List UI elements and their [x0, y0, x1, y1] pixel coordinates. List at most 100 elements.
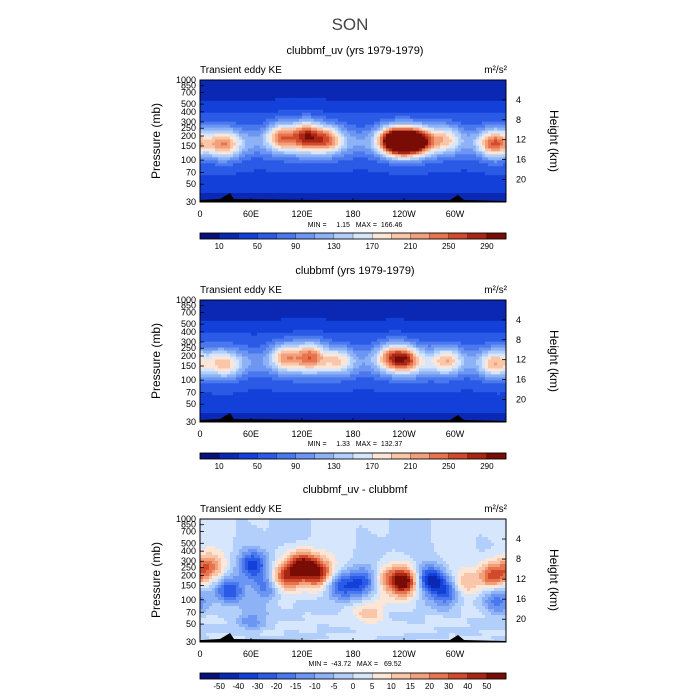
longitude-tick-label: 0 — [197, 209, 202, 219]
colorbar-label: 10 — [215, 242, 224, 251]
panel-1-colorbar: 10 50 90 130 170 210 250 290 — [199, 232, 507, 251]
longitude-tick-label: 60W — [446, 649, 465, 659]
longitude-tick-label: 120W — [392, 429, 416, 439]
colorbar-label: 10 — [387, 682, 396, 691]
colorbar-swatch — [429, 672, 450, 680]
colorbar-swatch — [391, 232, 411, 240]
height-tick-label: 8 — [516, 335, 521, 345]
longitude-tick-label: 120W — [392, 209, 416, 219]
height-tick-label: 16 — [516, 375, 526, 385]
colorbar-label: 40 — [463, 682, 472, 691]
height-tick-label: 20 — [516, 174, 526, 184]
colorbar-swatch — [467, 452, 488, 460]
colorbar-swatch — [295, 452, 316, 460]
longitude-tick-label: 0 — [197, 429, 202, 439]
colorbar-swatch — [314, 232, 335, 240]
colorbar-label: -5 — [330, 682, 338, 691]
panel-1-subtitle: Transient eddy KE — [200, 65, 282, 76]
colorbar-swatch — [238, 232, 258, 240]
panel-3-ylabel: Pressure (mb) — [149, 542, 163, 618]
contour-field — [200, 80, 507, 203]
colorbar-label: 90 — [291, 242, 300, 251]
colorbar-label: -15 — [290, 682, 302, 691]
panel-1-ylabel: Pressure (mb) — [149, 103, 163, 179]
pressure-tick-label: 850 — [181, 520, 196, 530]
colorbar-label: 170 — [365, 462, 379, 471]
colorbar-swatch — [448, 232, 469, 240]
panel-3-ylabel-right: Height (km) — [547, 549, 561, 611]
panel-3-stats: MIN = -43.72 MAX = 69.52 — [309, 661, 402, 668]
colorbar-swatch — [199, 452, 220, 460]
height-tick-label: 4 — [516, 95, 521, 105]
colorbar-swatch — [276, 452, 297, 460]
colorbar-swatch — [218, 672, 239, 680]
colorbar-swatch — [257, 232, 277, 240]
colorbar-label: 15 — [406, 682, 415, 691]
pressure-tick-label: 200 — [181, 570, 196, 580]
pressure-tick-label: 300 — [181, 117, 196, 127]
topography — [200, 633, 506, 642]
pressure-tick-label: 500 — [181, 99, 196, 109]
colorbar-label: 50 — [253, 242, 262, 251]
panel-3-colorbar: -50 -40 -30 -20 -15 -10 -5 0 5 10 15 20 30 40 50 — [199, 672, 507, 691]
pressure-tick-label: 250 — [181, 563, 196, 573]
colorbar-swatch — [257, 672, 277, 680]
longitude-tick-label: 60E — [243, 649, 259, 659]
pressure-tick-label: 1000 — [176, 514, 196, 524]
panel-1: clubbmf_uv (yrs 1979-1979) Transient edd… — [149, 45, 561, 251]
colorbar-swatch — [295, 232, 316, 240]
colorbar-swatch — [467, 232, 488, 240]
pressure-tick-label: 400 — [181, 327, 196, 337]
colorbar-label: 10 — [215, 462, 224, 471]
colorbar-swatch — [429, 232, 450, 240]
height-tick-label: 8 — [516, 554, 521, 564]
contour-field — [200, 519, 507, 643]
pressure-tick-label: 850 — [181, 81, 196, 91]
pressure-tick-label: 500 — [181, 538, 196, 548]
panel-3-title: clubbmf_uv - clubbmf — [303, 484, 408, 496]
pressure-tick-label: 250 — [181, 343, 196, 353]
colorbar-swatch — [238, 672, 258, 680]
colorbar-swatch — [199, 672, 220, 680]
colorbar-swatch — [391, 452, 411, 460]
colorbar-swatch — [352, 232, 373, 240]
colorbar-swatch — [333, 232, 354, 240]
colorbar-label: 130 — [327, 242, 341, 251]
panel-1-ylabel-right: Height (km) — [547, 110, 561, 172]
pressure-tick-label: 700 — [181, 87, 196, 97]
colorbar-swatch — [371, 452, 392, 460]
pressure-tick-label: 70 — [186, 168, 196, 178]
pressure-tick-label: 100 — [181, 595, 196, 605]
panel-2: clubbmf (yrs 1979-1979) Transient eddy K… — [149, 265, 561, 471]
colorbar-label: -20 — [271, 682, 283, 691]
height-tick-label: 12 — [516, 574, 526, 584]
colorbar-swatch — [218, 232, 239, 240]
longitude-tick-label: 120E — [291, 649, 312, 659]
colorbar-label: 0 — [351, 682, 356, 691]
pressure-tick-label: 400 — [181, 107, 196, 117]
pressure-tick-label: 300 — [181, 337, 196, 347]
colorbar-frame — [199, 672, 507, 680]
colorbar-label: 30 — [444, 682, 453, 691]
longitude-tick-label: 60W — [446, 209, 465, 219]
longitude-tick-label: 120W — [392, 649, 416, 659]
colorbar-label: 290 — [480, 242, 494, 251]
pressure-tick-label: 30 — [186, 417, 196, 427]
pressure-tick-label: 100 — [181, 375, 196, 385]
colorbar-swatch — [391, 672, 411, 680]
colorbar-frame — [199, 232, 507, 240]
colorbar-swatch — [238, 452, 258, 460]
panel-2-units: m²/s² — [484, 285, 507, 296]
colorbar-swatch — [314, 452, 335, 460]
height-tick-label: 12 — [516, 355, 526, 365]
pressure-tick-label: 150 — [181, 141, 196, 151]
panel-2-colorbar: 10 50 90 130 170 210 250 290 — [199, 452, 507, 471]
colorbar-label: 210 — [404, 242, 418, 251]
pressure-tick-label: 1000 — [176, 295, 196, 305]
colorbar-swatch — [295, 672, 316, 680]
pressure-tick-label: 700 — [181, 307, 196, 317]
height-tick-label: 4 — [516, 315, 521, 325]
